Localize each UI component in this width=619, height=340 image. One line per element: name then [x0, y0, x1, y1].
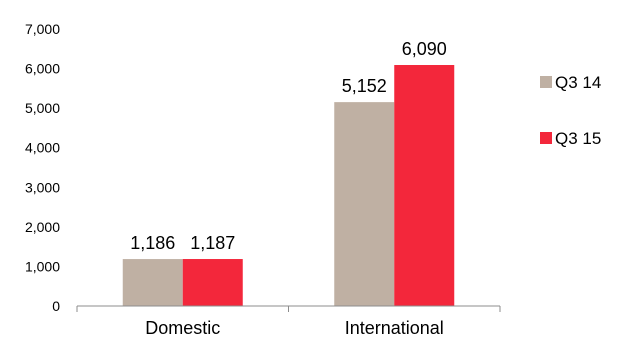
- bar: [122, 259, 183, 306]
- y-tick-label: 6,000: [25, 61, 60, 77]
- legend-swatch: [540, 132, 552, 144]
- data-labels: 1,186 1,187 5,152 6,090: [130, 39, 447, 253]
- y-tick-label: 1,000: [25, 258, 60, 274]
- y-tick-label: 0: [52, 298, 60, 314]
- bar: [182, 259, 243, 306]
- y-tick-label: 7,000: [25, 21, 60, 37]
- legend-label: Q3 14: [555, 73, 601, 92]
- data-label: 1,187: [190, 233, 235, 253]
- category-label: Domestic: [145, 318, 220, 338]
- bar: [334, 102, 395, 307]
- x-axis-ticks: [76, 306, 501, 312]
- legend-label: Q3 15: [555, 129, 601, 148]
- bar: [394, 65, 455, 306]
- y-tick-label: 2,000: [25, 219, 60, 235]
- bars: [122, 65, 455, 307]
- y-axis-ticks: 0 1,000 2,000 3,000 4,000 5,000 6,000 7,000: [25, 21, 60, 314]
- category-labels: Domestic International: [145, 318, 444, 338]
- y-tick-label: 5,000: [25, 100, 60, 116]
- category-label: International: [345, 318, 444, 338]
- y-tick-label: 3,000: [25, 179, 60, 195]
- data-label: 6,090: [402, 39, 447, 59]
- data-label: 1,186: [130, 233, 175, 253]
- y-tick-label: 4,000: [25, 140, 60, 156]
- data-label: 5,152: [342, 76, 387, 96]
- legend: Q3 14 Q3 15: [540, 73, 601, 148]
- legend-swatch: [540, 76, 552, 88]
